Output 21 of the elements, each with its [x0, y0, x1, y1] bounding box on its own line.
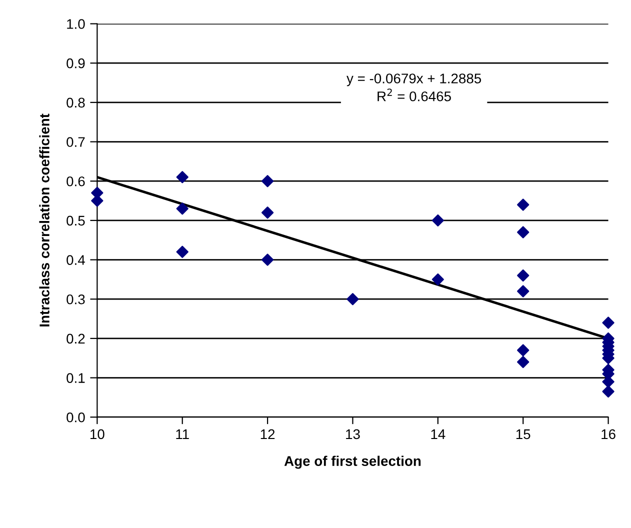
x-tick-label: 16 — [602, 429, 616, 440]
y-tick-label: 0.1 — [66, 373, 85, 383]
y-tick-label: 1.0 — [67, 19, 85, 29]
y-tick-label: 0.3 — [66, 294, 85, 304]
x-axis-title: Age of first selection — [284, 456, 421, 469]
x-tick-label: 15 — [516, 429, 530, 440]
y-tick-label: 0.8 — [66, 98, 85, 108]
x-tick-label: 14 — [431, 429, 446, 439]
y-tick-label: 0.4 — [66, 255, 85, 265]
y-tick-label: 0.5 — [66, 216, 85, 226]
x-tick-label: 13 — [346, 429, 360, 440]
y-tick-label: 0.7 — [66, 137, 85, 147]
x-tick-label: 10 — [90, 429, 104, 440]
y-tick-label: 0.2 — [66, 334, 85, 344]
y-tick-label: 0.6 — [66, 176, 85, 186]
annotation: y = -0.0679x + 1.2885 R$^{2}$ = 0.6465 — [346, 74, 482, 102]
y-axis-title: Intraclass correlation coefficient — [39, 114, 50, 326]
x-tick-label: 11 — [176, 429, 189, 439]
y-tick-label: 0.0 — [66, 412, 85, 422]
y-tick-label: 0.9 — [66, 58, 85, 68]
x-tick-label: 12 — [260, 429, 275, 439]
